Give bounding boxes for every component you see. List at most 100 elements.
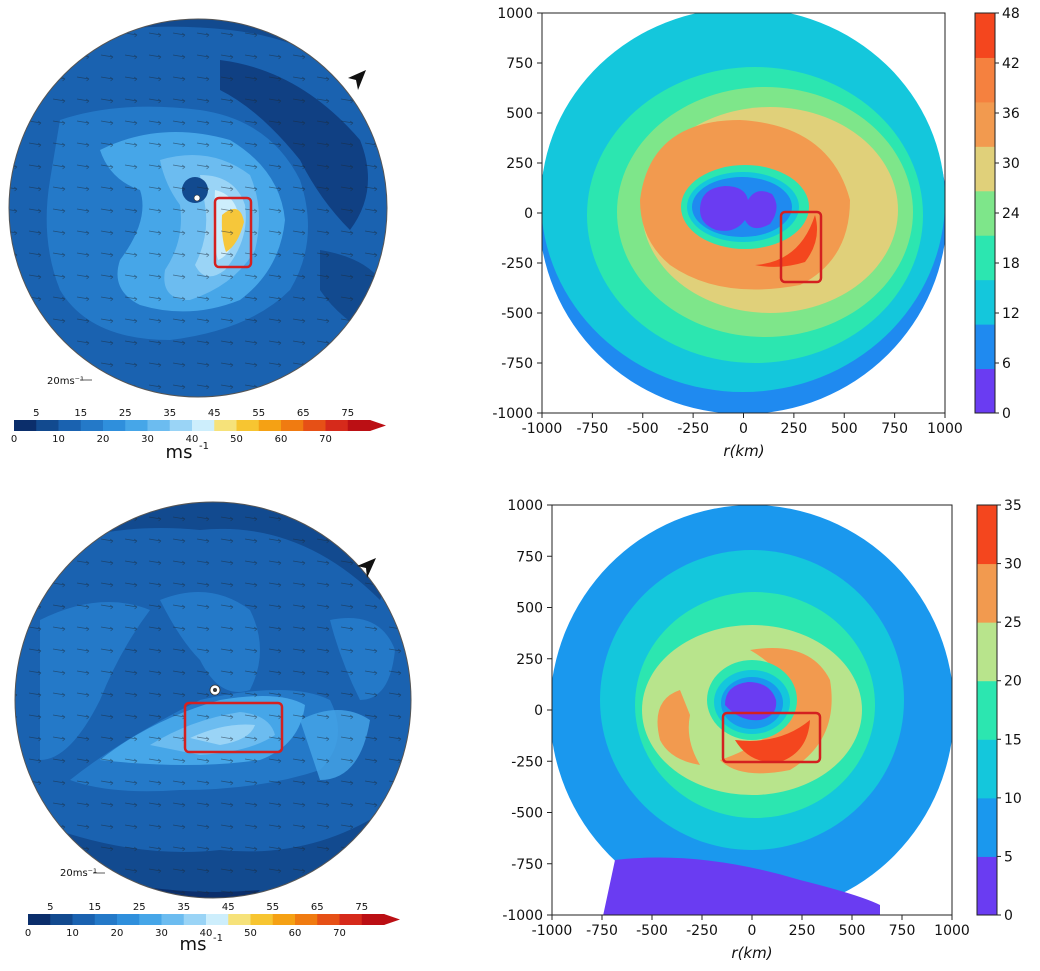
colorbar-unit: ms — [180, 934, 207, 955]
colorbar-tick-label: 25 — [133, 902, 146, 913]
colorbar-segment — [975, 235, 995, 281]
colorbar-tick-label: 5 — [33, 408, 39, 419]
colorbar-tick-label: 30 — [1004, 557, 1022, 573]
colorbar-tick-label: 70 — [319, 434, 332, 445]
colorbar-segment — [975, 57, 995, 103]
colorbar-tick-label: 10 — [1004, 791, 1022, 807]
x-tick-label: 500 — [839, 923, 866, 939]
y-tick-label: -750 — [511, 857, 543, 873]
colorbar-tick-label: 50 — [244, 928, 257, 939]
colorbar-tick-label: 60 — [275, 434, 288, 445]
y-tick-label: -500 — [501, 306, 533, 322]
x-tick-label: 750 — [889, 923, 916, 939]
bottom-left-highlight-box — [183, 701, 284, 754]
colorbar-segment — [206, 914, 229, 925]
colorbar-segment — [258, 420, 282, 431]
colorbar-segment — [975, 190, 995, 236]
x-tick-label: -1000 — [532, 923, 573, 939]
colorbar-segment — [977, 856, 997, 916]
colorbar-tick-label: 0 — [25, 928, 31, 939]
colorbar-segment — [325, 420, 349, 431]
colorbar-tick-label: 30 — [1002, 156, 1020, 172]
bottom-right-axes: -1000 -750 -500 -250 0 250 500 750 1000 1000 750 50… — [502, 498, 970, 939]
x-tick-label: -250 — [677, 421, 709, 437]
y-tick-label: -1000 — [492, 406, 533, 422]
x-tick-label: -1000 — [522, 421, 563, 437]
x-tick-label: -500 — [636, 923, 668, 939]
y-tick-label: -1000 — [502, 908, 543, 924]
colorbar-tick-label: 5 — [1004, 849, 1013, 865]
colorbar-tick-label: 40 — [186, 434, 199, 445]
y-tick-label: 0 — [534, 703, 543, 719]
colorbar-segment — [281, 420, 304, 431]
y-tick-label: -500 — [511, 806, 543, 822]
colorbar-tick-label: 30 — [155, 928, 168, 939]
colorbar-tick-label: 30 — [141, 434, 154, 445]
top-left-wind-map — [9, 19, 387, 397]
bottom-right-contour-plot — [551, 504, 953, 916]
x-tick-label: 1000 — [934, 923, 970, 939]
y-tick-label: 750 — [506, 56, 533, 72]
colorbar-tick-label: 75 — [355, 902, 368, 913]
colorbar-segment — [228, 914, 251, 925]
colorbar-tick-label: 10 — [52, 434, 65, 445]
colorbar-tick-label: 18 — [1002, 256, 1020, 272]
y-tick-label: -750 — [501, 356, 533, 372]
colorbar-tick-label: 55 — [252, 408, 265, 419]
colorbar-segment — [139, 914, 162, 925]
colorbar-extend-arrow — [384, 914, 400, 925]
colorbar-tick-label: 24 — [1002, 206, 1020, 222]
colorbar-segment — [975, 368, 995, 414]
y-tick-label: 1000 — [507, 498, 543, 514]
colorbar-segment — [975, 324, 995, 370]
colorbar-tick-label: 10 — [66, 928, 79, 939]
top-right-colorbar: 48 42 36 30 24 18 12 6 0 — [974, 6, 1020, 422]
top-left-highlight-box — [213, 196, 253, 269]
colorbar-tick-label: 36 — [1002, 106, 1020, 122]
colorbar-tick-label: 20 — [111, 928, 124, 939]
colorbar-segment — [347, 420, 371, 431]
colorbar-segment — [303, 420, 326, 431]
x-tick-label: -500 — [627, 421, 659, 437]
colorbar-segment — [161, 914, 185, 925]
colorbar-tick-label: 42 — [1002, 56, 1020, 72]
colorbar-tick-label: 45 — [208, 408, 221, 419]
colorbar-tick-label: 12 — [1002, 306, 1020, 322]
x-tick-label: 750 — [881, 421, 908, 437]
y-tick-label: 250 — [516, 652, 543, 668]
colorbar-tick-label: 75 — [341, 408, 354, 419]
colorbar-segment — [147, 420, 171, 431]
colorbar-segment — [250, 914, 274, 925]
x-tick-label: -750 — [586, 923, 618, 939]
colorbar-segment — [975, 101, 995, 147]
top-right-axes: -1000 -750 -500 -250 0 250 500 750 1000 1000 750 50… — [492, 6, 963, 437]
colorbar-segment — [295, 914, 318, 925]
top-right-highlight-box — [779, 210, 823, 284]
colorbar-segment — [14, 420, 37, 431]
colorbar-tick-label: 35 — [1004, 498, 1022, 514]
arrow-scale-label: 20ms⁻¹ — [47, 376, 84, 387]
colorbar-tick-label: 0 — [11, 434, 17, 445]
bottom-right-colorbar: 35 30 25 20 15 10 5 0 — [976, 498, 1022, 924]
colorbar-segment — [236, 420, 260, 431]
colorbar-unit-exponent: -1 — [199, 441, 209, 452]
colorbar-segment — [977, 797, 997, 857]
y-tick-label: 750 — [516, 549, 543, 565]
x-tick-label: 250 — [781, 421, 808, 437]
bottom-left-map-border — [14, 501, 412, 899]
colorbar-frame — [976, 504, 998, 916]
y-tick-label: 250 — [506, 156, 533, 172]
top-left-colorbar: 5 15 25 35 45 55 65 75 0 10 20 30 40 50 60 70 ms -1 — [11, 408, 386, 463]
colorbar-tick-label: 45 — [222, 902, 235, 913]
colorbar-segment — [183, 914, 207, 925]
arrow-scale-label-2: 20ms⁻¹ — [60, 868, 97, 879]
colorbar-segment — [339, 914, 363, 925]
colorbar-segment — [36, 420, 59, 431]
colorbar-segment — [72, 914, 96, 925]
colorbar-segment — [94, 914, 118, 925]
y-tick-label: -250 — [511, 754, 543, 770]
north-arrow-icon-2 — [357, 558, 376, 578]
colorbar-tick-label: 60 — [289, 928, 302, 939]
colorbar-segment — [80, 420, 104, 431]
